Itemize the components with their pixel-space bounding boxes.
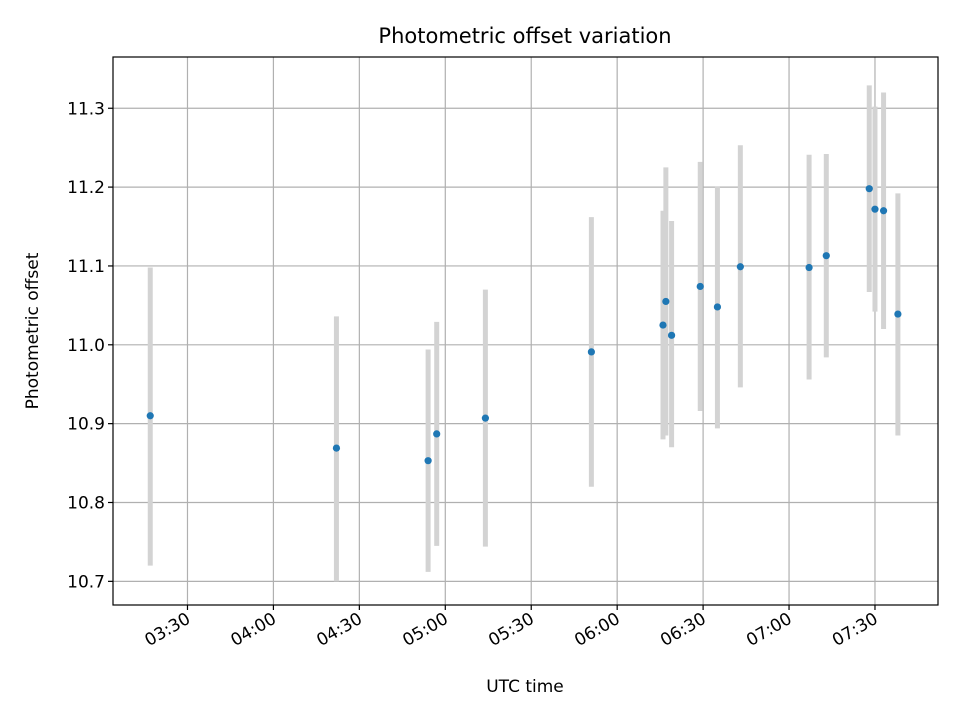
data-point: [587, 348, 595, 356]
data-point: [871, 205, 879, 213]
data-point: [146, 412, 154, 420]
chart-title: Photometric offset variation: [378, 24, 671, 48]
data-point: [713, 303, 722, 311]
y-tick-label: 11.2: [67, 178, 105, 198]
data-point: [894, 310, 902, 318]
data-point: [696, 282, 704, 291]
data-point: [662, 297, 670, 306]
y-tick-label: 10.9: [67, 415, 105, 435]
plot-frame: [112, 56, 939, 606]
y-tick-label: 11.0: [67, 336, 105, 356]
y-tick-label: 11.3: [67, 99, 105, 119]
data-point: [736, 263, 744, 271]
y-tick-label: 10.8: [67, 493, 105, 513]
data-point: [865, 185, 873, 193]
y-tick-label: 11.1: [67, 257, 105, 277]
y-axis-label: Photometric offset: [23, 252, 43, 409]
data-point: [433, 430, 441, 438]
data-point: [879, 207, 888, 215]
data-point: [424, 457, 432, 465]
data-points: [146, 185, 902, 465]
data-point: [667, 331, 676, 339]
data-point: [805, 263, 813, 272]
data-point: [659, 321, 667, 329]
y-tick-label: 10.7: [67, 572, 105, 592]
data-point: [332, 444, 341, 452]
y-axis-ticks: 10.7 10.8 10.9 11.0 11.1 11.2 11.3: [67, 99, 113, 592]
data-point: [822, 252, 830, 260]
x-axis-label: UTC time: [486, 677, 564, 697]
data-point: [481, 414, 489, 422]
